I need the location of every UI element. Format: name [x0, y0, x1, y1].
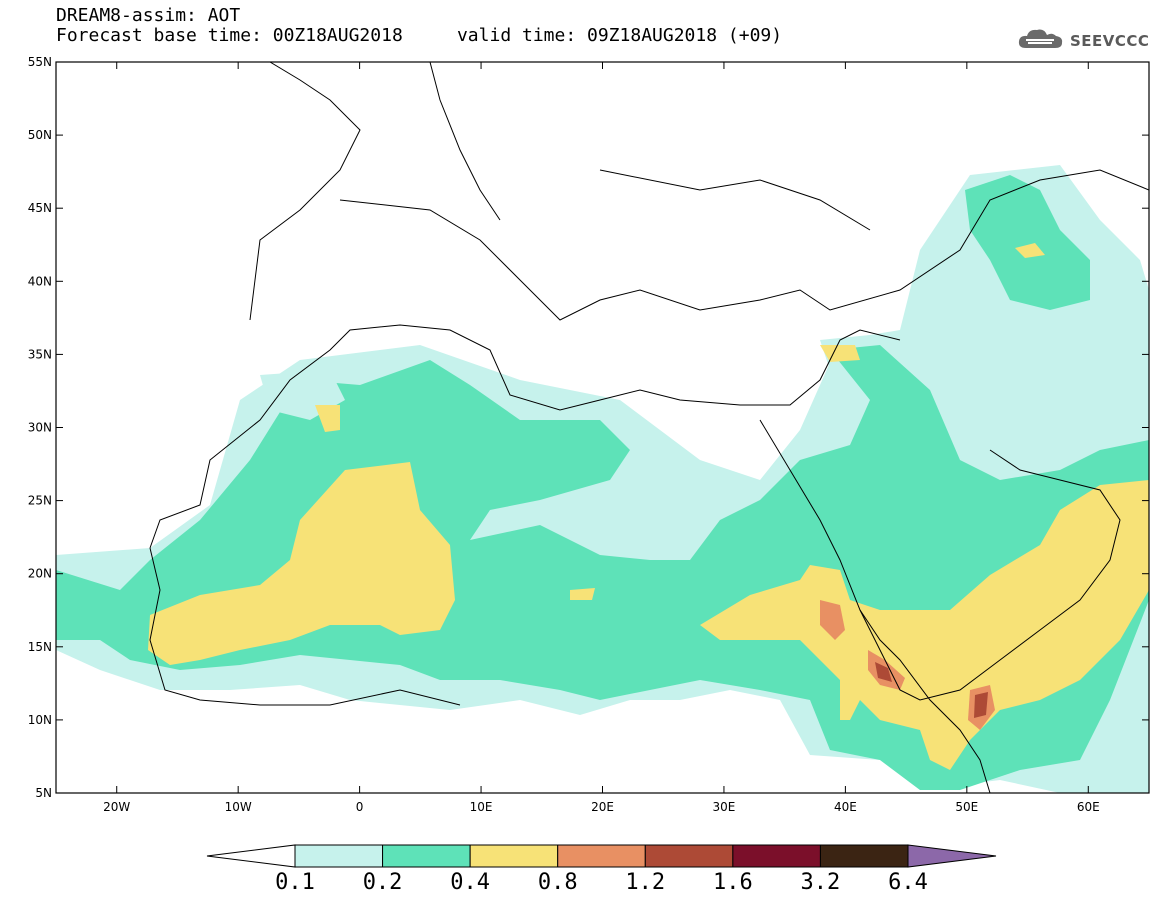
colorbar-swatch [819, 844, 909, 868]
colorbar-level-label: 0.1 [275, 870, 315, 895]
colorbar-level-label: 3.2 [800, 870, 841, 895]
lat-label: 50N [28, 128, 52, 142]
seevccc-logo: SEEVCCC [1016, 26, 1149, 56]
lon-label: 0 [356, 800, 364, 814]
colorbar-swatch [644, 844, 734, 868]
axis-ticks [56, 61, 1149, 794]
cloud-icon [1016, 26, 1066, 56]
colorbar-level-label: 6.4 [888, 870, 928, 895]
lon-label: 30E [713, 800, 736, 814]
forecast-time-line: Forecast base time: 00Z18AUG2018 valid t… [56, 25, 783, 46]
lat-label: 55N [28, 55, 52, 69]
colorbar-under-triangle [206, 844, 296, 868]
colorbar-level-label: 0.2 [362, 870, 403, 895]
colorbar-swatch [382, 844, 471, 868]
aot-field [56, 165, 1149, 793]
colorbar-level-label: 1.6 [712, 870, 753, 895]
lon-label: 10W [225, 800, 252, 814]
colorbar-swatch [294, 844, 384, 868]
colorbar-level-label: 0.4 [450, 870, 491, 895]
lat-label: 15N [28, 640, 52, 654]
colorbar-swatch [557, 844, 646, 868]
lat-label: 40N [28, 274, 52, 288]
map-title: DREAM8-assim: AOT [56, 5, 241, 26]
lon-label: 50E [955, 800, 978, 814]
logo-text: SEEVCCC [1070, 32, 1150, 50]
aot-band-1.2 [875, 662, 988, 718]
coastlines [149, 62, 1149, 793]
lat-label: 20N [28, 567, 52, 581]
lon-label: 20E [591, 800, 614, 814]
lat-label: 45N [28, 201, 52, 215]
lon-label: 20W [103, 800, 130, 814]
lat-label: 35N [28, 347, 52, 361]
lat-label: 5N [35, 786, 52, 800]
lat-label: 30N [28, 421, 52, 435]
colorbar-level-label: 1.2 [625, 870, 666, 895]
colorbar [206, 844, 997, 868]
aot-band-0.4 [148, 243, 1149, 770]
lat-label: 25N [28, 494, 52, 508]
colorbar-swatch [732, 844, 821, 868]
lon-label: 60E [1077, 800, 1100, 814]
axis-labels: 55N 50N 45N 40N 35N 30N 25N 20N 15N 10N 5N 20W 10W 0 1… [28, 55, 1100, 814]
colorbar-over-triangle [907, 844, 997, 868]
colorbar-swatch [469, 844, 559, 868]
lon-label: 40E [834, 800, 857, 814]
lon-label: 10E [470, 800, 493, 814]
lat-label: 10N [28, 713, 52, 727]
colorbar-level-label: 0.8 [537, 870, 578, 895]
